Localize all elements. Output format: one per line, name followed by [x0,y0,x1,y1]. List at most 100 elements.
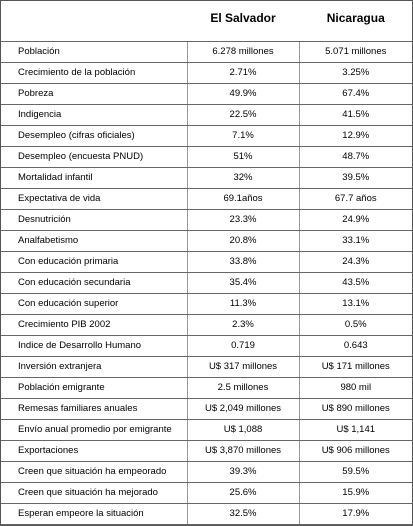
row-label: Con educación superior [1,293,187,315]
header-blank [1,1,187,42]
row-label: Creen que situación ha mejorado [1,482,187,504]
cell-value: 2.5 millones [186,377,299,399]
cell-value: 51% [186,146,299,168]
cell-value: 67.4% [298,83,412,105]
cell-value: 48.7% [298,146,412,168]
cell-value: 12.9% [298,125,412,147]
row-label: Indice de Desarrollo Humano [1,335,187,357]
cell-value: 23.3% [186,209,299,231]
cell-value: 39.3% [186,461,299,483]
row-label: Creen que situación ha empeorado [1,461,187,483]
table-row: Indigencia 22.5% 41.5% [1,104,412,126]
table-row: Con educación superior 11.3% 13.1% [1,293,412,315]
row-label: Pobreza [1,83,187,105]
cell-value: 0.643 [298,335,412,357]
table-row: Esperan mejore la situación42.7%54% [1,524,412,525]
cell-value: 24.3% [298,251,412,273]
cell-value: U$ 317 millones [186,356,299,378]
table-row: Crecimiento de la población 2.71% 3.25% [1,62,412,84]
cell-value: 0.719 [186,335,299,357]
cell-value: 22.5% [186,104,299,126]
cell-value: U$ 1,141 [298,419,412,441]
table-row: Pobreza 49.9% 67.4% [1,83,412,105]
cell-value: U$ 1,088 [186,419,299,441]
row-label: Exportaciones [1,440,187,462]
column-header: Nicaragua [298,1,412,42]
cell-value: 20.8% [186,230,299,252]
row-label: Remesas familiares anuales [1,398,187,420]
row-label: Desnutrición [1,209,187,231]
table-row: Población emigrante 2.5 millones 980 mil [1,377,412,399]
table-row: Mortalidad infantil 32% 39.5% [1,167,412,189]
cell-value: 24.9% [298,209,412,231]
row-label: Inversión extranjera [1,356,187,378]
table-row: Desnutrición 23.3% 24.9% [1,209,412,231]
cell-value: 980 mil [298,377,412,399]
cell-value: 11.3% [186,293,299,315]
cell-value: 15.9% [298,482,412,504]
cell-value: 5.071 millones [298,41,412,63]
table-row: Inversión extranjera U$ 317 millones U$ 17… [1,356,412,378]
cell-value: 35.4% [186,272,299,294]
row-label: Con educación primaria [1,251,187,273]
table-row: Exportaciones U$ 3,870 millones U$ 906 mil… [1,440,412,462]
table-row: Esperan empeore la situación 32.5% 17.9% [1,503,412,525]
cell-value: 33.1% [298,230,412,252]
row-label: Población [1,41,187,63]
cell-value: 54% [298,524,412,525]
cell-value: 43.5% [298,272,412,294]
cell-value: 17.9% [298,503,412,525]
cell-value: 41.5% [298,104,412,126]
row-label: Población emigrante [1,377,187,399]
cell-value: 0.5% [298,314,412,336]
table-row: Con educación primaria 33.8% 24.3% [1,251,412,273]
cell-value: 3.25% [298,62,412,84]
column-header: El Salvador [186,1,299,42]
row-label: Esperan mejore la situación [1,524,187,525]
header-row: El Salvador Nicaragua [1,1,412,42]
cell-value: U$ 2,049 millones [186,398,299,420]
cell-value: 33.8% [186,251,299,273]
cell-value: 42.7% [186,524,299,525]
row-label: Crecimiento de la población [1,62,187,84]
row-label: Desempleo (encuesta PNUD) [1,146,187,168]
table-row: Desempleo (encuesta PNUD) 51% 48.7% [1,146,412,168]
row-label: Crecimiento PIB 2002 [1,314,187,336]
table-row: Población 6.278 millones 5.071 millones [1,41,412,63]
cell-value: 49.9% [186,83,299,105]
row-label: Analfabetismo [1,230,187,252]
cell-value: U$ 906 millones [298,440,412,462]
table-row: Creen que situación ha mejorado 25.6% 15.9… [1,482,412,504]
cell-value: 67.7 años [298,188,412,210]
table-row: Indice de Desarrollo Humano 0.719 0.643 [1,335,412,357]
cell-value: 32.5% [186,503,299,525]
table-row: Expectativa de vida 69.1años 67.7 años [1,188,412,210]
row-label: Indigencia [1,104,187,126]
cell-value: 69.1años [186,188,299,210]
row-label: Con educación secundaria [1,272,187,294]
cell-value: 2.3% [186,314,299,336]
table-row: Creen que situación ha empeorado 39.3% 59.… [1,461,412,483]
cell-value: 2.71% [186,62,299,84]
table-body: Población 6.278 millones 5.071 millones Cre… [1,41,412,525]
row-label: Expectativa de vida [1,188,187,210]
table-row: Con educación secundaria 35.4% 43.5% [1,272,412,294]
cell-value: 39.5% [298,167,412,189]
row-label: Envío anual promedio por emigrante [1,419,187,441]
cell-value: 25.6% [186,482,299,504]
row-label: Mortalidad infantil [1,167,187,189]
cell-value: 7.1% [186,125,299,147]
cell-value: U$ 890 millones [298,398,412,420]
row-label: Esperan empeore la situación [1,503,187,525]
table-row: Crecimiento PIB 2002 2.3% 0.5% [1,314,412,336]
row-label: Desempleo (cifras oficiales) [1,125,187,147]
table-row: Desempleo (cifras oficiales) 7.1% 12.9% [1,125,412,147]
cell-value: U$ 171 millones [298,356,412,378]
cell-value: 32% [186,167,299,189]
cell-value: 6.278 millones [186,41,299,63]
table-row: Analfabetismo 20.8% 33.1% [1,230,412,252]
table-row: Remesas familiares anuales U$ 2,049 millo… [1,398,412,420]
table-row: Envío anual promedio por emigrante U$ 1,0… [1,419,412,441]
